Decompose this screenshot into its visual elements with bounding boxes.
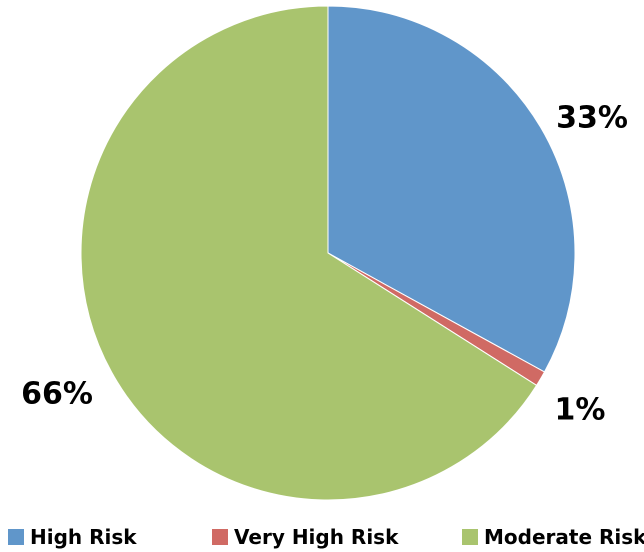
legend-label-very-high-risk: Very High Risk: [234, 525, 399, 549]
legend-item-high-risk: High Risk: [8, 522, 137, 552]
legend-item-very-high-risk: Very High Risk: [212, 522, 398, 552]
pie-slice-high-risk: [327, 5, 576, 373]
legend-item-moderate-risk: Moderate Risk: [462, 522, 644, 552]
legend-label-high-risk: High Risk: [30, 525, 137, 549]
data-label-moderate-risk: 66%: [21, 377, 93, 412]
data-label-very-high-risk: 1%: [555, 393, 606, 428]
legend-swatch-high-risk: [8, 529, 24, 545]
legend-swatch-very-high-risk: [212, 529, 228, 545]
pie-data-labels: 33% 1% 66%: [21, 101, 628, 428]
legend-swatch-moderate-risk: [462, 529, 478, 545]
legend: High Risk Very High Risk Moderate Risk: [0, 522, 644, 552]
legend-label-moderate-risk: Moderate Risk: [484, 525, 644, 549]
pie-slice-moderate-risk: [80, 5, 538, 501]
pie-slices: [80, 5, 576, 501]
data-label-high-risk: 33%: [556, 101, 628, 136]
